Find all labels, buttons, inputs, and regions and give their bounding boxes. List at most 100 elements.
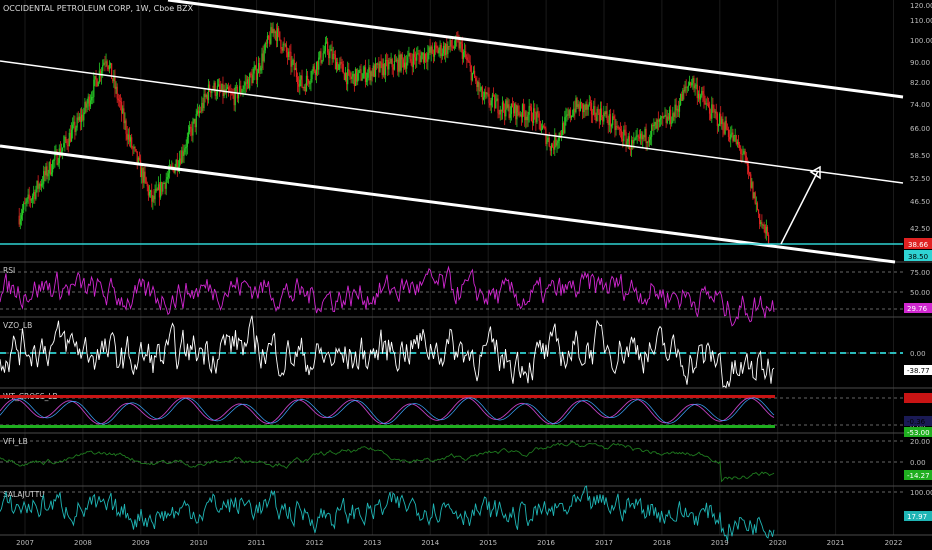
candle[interactable] (752, 180, 754, 200)
candle[interactable] (764, 224, 766, 239)
candle[interactable] (311, 69, 313, 83)
candle[interactable] (763, 221, 765, 233)
candle[interactable] (84, 97, 86, 115)
candle[interactable] (702, 86, 704, 103)
candle[interactable] (254, 64, 256, 71)
candle[interactable] (351, 71, 353, 84)
candle[interactable] (733, 134, 735, 142)
candle[interactable] (299, 72, 301, 95)
candle[interactable] (453, 40, 456, 51)
candle[interactable] (70, 122, 73, 142)
candle[interactable] (476, 76, 478, 92)
candle[interactable] (360, 63, 362, 82)
candle[interactable] (366, 72, 368, 86)
candle[interactable] (585, 101, 587, 117)
candle[interactable] (700, 93, 702, 107)
candle[interactable] (471, 72, 473, 82)
candle[interactable] (330, 44, 332, 52)
candle[interactable] (244, 74, 246, 94)
candle[interactable] (131, 133, 133, 150)
candle[interactable] (18, 207, 20, 227)
candle[interactable] (512, 101, 515, 118)
candle[interactable] (682, 87, 684, 101)
candle[interactable] (43, 165, 45, 190)
candle[interactable] (723, 122, 725, 136)
candle[interactable] (686, 86, 688, 93)
candle[interactable] (145, 176, 147, 184)
candle[interactable] (728, 129, 731, 143)
candle[interactable] (103, 59, 105, 66)
candle[interactable] (207, 79, 210, 104)
candle[interactable] (396, 56, 398, 63)
candle[interactable] (322, 44, 324, 62)
candle[interactable] (195, 108, 197, 135)
candle[interactable] (408, 46, 410, 57)
candle[interactable] (369, 65, 371, 85)
candle[interactable] (715, 103, 717, 120)
candle[interactable] (618, 126, 620, 136)
candle[interactable] (696, 77, 698, 105)
candle[interactable] (519, 111, 521, 117)
candle[interactable] (325, 35, 328, 44)
candle[interactable] (262, 45, 264, 71)
candle[interactable] (27, 188, 29, 204)
candle[interactable] (440, 42, 442, 64)
candle[interactable] (735, 134, 737, 146)
candle[interactable] (523, 98, 525, 117)
candle[interactable] (205, 93, 207, 99)
candle[interactable] (445, 43, 447, 63)
candle[interactable] (550, 142, 553, 157)
candle[interactable] (78, 113, 80, 122)
candle[interactable] (75, 125, 77, 136)
candle[interactable] (161, 181, 163, 196)
candle[interactable] (546, 134, 548, 151)
candle[interactable] (668, 106, 671, 125)
candle[interactable] (602, 115, 604, 127)
candle[interactable] (505, 98, 507, 121)
candle[interactable] (688, 75, 691, 86)
candle[interactable] (132, 145, 134, 156)
candle[interactable] (529, 103, 531, 111)
candle[interactable] (97, 81, 99, 87)
candle[interactable] (761, 214, 763, 229)
candle[interactable] (762, 223, 764, 230)
candle[interactable] (500, 109, 502, 120)
candle[interactable] (680, 93, 682, 107)
candle[interactable] (584, 103, 586, 118)
candle[interactable] (362, 65, 364, 79)
candle[interactable] (574, 100, 576, 120)
candle[interactable] (152, 195, 154, 210)
candle[interactable] (661, 115, 663, 125)
candle[interactable] (623, 125, 625, 147)
candle[interactable] (442, 41, 445, 57)
candle[interactable] (20, 208, 23, 226)
candle[interactable] (372, 62, 374, 78)
candle[interactable] (331, 40, 333, 65)
candle[interactable] (122, 105, 124, 115)
candle[interactable] (717, 123, 720, 132)
candle[interactable] (759, 213, 761, 230)
candle[interactable] (109, 62, 112, 69)
candle[interactable] (37, 175, 39, 197)
candle[interactable] (605, 106, 607, 118)
candle[interactable] (304, 83, 306, 95)
candle[interactable] (537, 107, 539, 118)
candle[interactable] (269, 31, 271, 47)
candle[interactable] (364, 59, 367, 88)
candle[interactable] (136, 151, 138, 170)
candle[interactable] (509, 106, 511, 123)
candle[interactable] (466, 54, 468, 69)
candle[interactable] (663, 115, 665, 119)
candle[interactable] (134, 146, 136, 152)
candle[interactable] (656, 118, 658, 133)
candle[interactable] (638, 129, 641, 142)
candle[interactable] (77, 111, 79, 124)
candle[interactable] (428, 45, 430, 60)
candle[interactable] (206, 92, 208, 106)
candle[interactable] (673, 111, 675, 121)
candle[interactable] (567, 107, 569, 120)
indicator-pane-salajuttu[interactable]: SALAJUTTU 100.00 17.97 (0, 485, 932, 542)
candle[interactable] (518, 105, 520, 118)
candle[interactable] (52, 159, 54, 177)
